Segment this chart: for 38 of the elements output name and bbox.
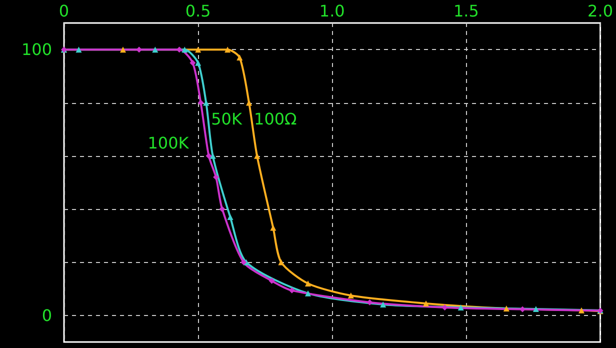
x-tick-label: 2.0: [588, 2, 614, 20]
point: [268, 278, 275, 284]
point: [288, 287, 295, 294]
point: [190, 60, 196, 66]
x-tick-label: 0.5: [185, 2, 211, 20]
point: [305, 290, 312, 296]
point: [198, 100, 204, 106]
point: [442, 304, 448, 310]
series-label: 100Ω: [254, 109, 297, 128]
point: [458, 304, 464, 310]
point: [152, 46, 158, 53]
point: [366, 299, 373, 306]
point: [236, 54, 243, 61]
point: [224, 46, 231, 53]
point: [503, 306, 510, 312]
point: [76, 46, 82, 53]
point: [278, 259, 284, 266]
point: [206, 152, 212, 159]
series-label: 50K: [211, 109, 242, 128]
x-tick-label: 0: [58, 2, 70, 20]
point: [227, 214, 234, 220]
point: [213, 174, 220, 180]
point: [240, 259, 247, 266]
x-tick-label: 1.0: [319, 2, 345, 20]
x-tick-label: 1.5: [453, 2, 479, 20]
y-tick-label: 100: [21, 40, 52, 60]
point: [195, 60, 202, 66]
point: [305, 280, 312, 287]
point: [219, 206, 226, 212]
point: [532, 306, 539, 312]
point: [195, 46, 202, 53]
series-label: 100K: [148, 133, 190, 152]
point: [120, 46, 126, 53]
point: [578, 307, 585, 314]
point: [380, 302, 386, 308]
point: [182, 46, 188, 53]
point: [422, 300, 429, 306]
point: [348, 292, 354, 298]
